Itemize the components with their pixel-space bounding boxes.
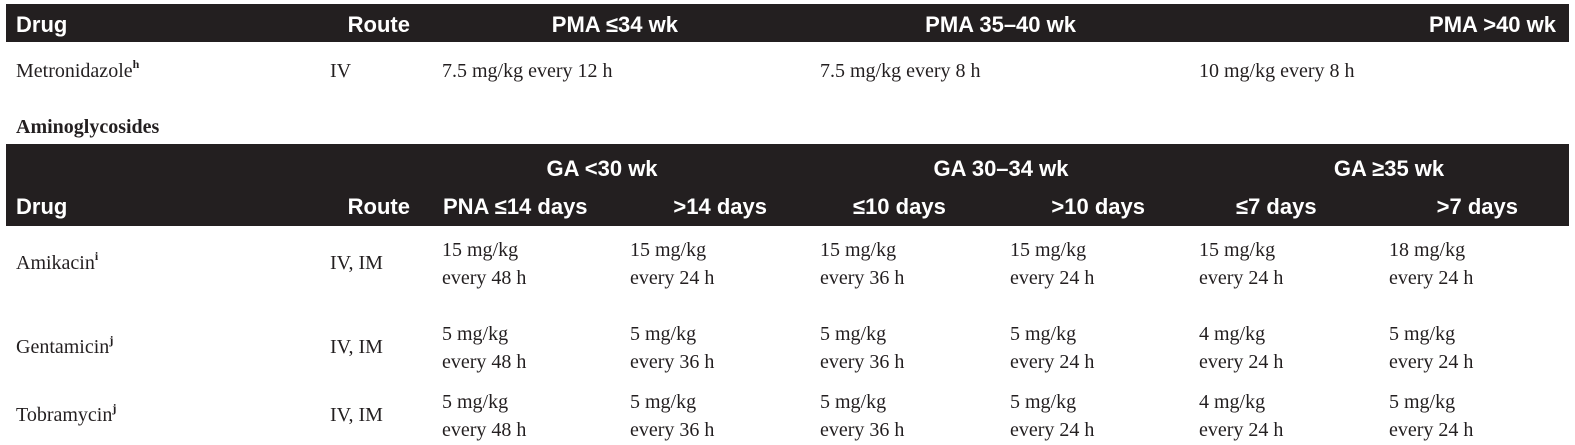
dose-amount: 15 mg/kg: [630, 239, 707, 261]
dose-amount: 5 mg/kg: [1010, 323, 1077, 345]
dose-interval: every 24 h: [1199, 267, 1284, 289]
route-cell: IV, IM: [330, 404, 383, 426]
header-gt-14: >14 days: [673, 194, 767, 219]
footnote-marker: i: [94, 249, 99, 264]
dose-amount: 18 mg/kg: [1389, 239, 1466, 261]
route-cell: IV, IM: [330, 336, 383, 358]
dose-interval: every 36 h: [630, 419, 715, 441]
dose-cell: 15 mg/kg every 48 h: [442, 236, 526, 292]
drug-name: Metronidazoleh: [16, 57, 140, 82]
dose-interval: every 24 h: [1389, 267, 1474, 289]
dose-interval: every 24 h: [630, 267, 715, 289]
header-pma-40: PMA >40 wk: [1429, 12, 1556, 37]
dose-cell: 4 mg/kg every 24 h: [1199, 320, 1283, 376]
header-route: Route: [347, 194, 410, 219]
dose-interval: every 36 h: [820, 419, 905, 441]
dose-interval: every 36 h: [820, 267, 905, 289]
dose-cell: 15 mg/kg every 24 h: [1199, 236, 1283, 292]
dose-interval: every 24 h: [1389, 419, 1474, 441]
route-cell: IV: [330, 60, 352, 82]
dose-amount: 5 mg/kg: [1389, 391, 1456, 413]
dose-cell: 5 mg/kg every 24 h: [1010, 320, 1094, 376]
dose-cell: 5 mg/kg every 24 h: [1389, 320, 1473, 376]
header-drug: Drug: [16, 12, 68, 37]
header-pma-34: PMA ≤34 wk: [551, 12, 678, 37]
dose-cell: 4 mg/kg every 24 h: [1199, 388, 1283, 444]
header-pna-14: PNA ≤14 days: [443, 194, 588, 219]
header-pma-35-40: PMA 35–40 wk: [925, 12, 1076, 37]
dose-amount: 15 mg/kg: [1010, 239, 1087, 261]
dose-cell: 5 mg/kg every 36 h: [820, 320, 904, 376]
dose-cell: 5 mg/kg every 24 h: [1010, 388, 1094, 444]
group-header-ga-30: GA <30 wk: [546, 156, 658, 181]
dose-cell: 15 mg/kg every 36 h: [820, 236, 904, 292]
header-le-10: ≤10 days: [853, 194, 946, 219]
dose-cell: 5 mg/kg every 48 h: [442, 388, 526, 444]
dose-cell: 15 mg/kg every 24 h: [630, 236, 714, 292]
section-title: Aminoglycosides: [16, 116, 160, 138]
dose-interval: every 24 h: [1010, 267, 1095, 289]
dose-interval: every 24 h: [1199, 419, 1284, 441]
dose-amount: 4 mg/kg: [1199, 391, 1266, 413]
drug-name: Tobramycinj: [16, 401, 117, 426]
group-header-ga-30-34: GA 30–34 wk: [933, 156, 1069, 181]
dose-cell: 15 mg/kg every 24 h: [1010, 236, 1094, 292]
dose-amount: 5 mg/kg: [820, 391, 887, 413]
dose-cell: 5 mg/kg every 48 h: [442, 320, 526, 376]
table2-header-row: GA <30 wk GA 30–34 wk GA ≥35 wk Drug Rou…: [6, 144, 1569, 226]
dose-cell: 7.5 mg/kg every 12 h: [442, 60, 613, 82]
route-cell: IV, IM: [330, 252, 383, 274]
dose-cell: 5 mg/kg every 36 h: [820, 388, 904, 444]
header-route: Route: [347, 12, 410, 37]
dose-cell: 10 mg/kg every 8 h: [1199, 60, 1355, 82]
dose-interval: every 48 h: [442, 267, 527, 289]
dose-interval: every 24 h: [1199, 351, 1284, 373]
header-gt-10: >10 days: [1051, 194, 1145, 219]
dose-amount: 15 mg/kg: [442, 239, 519, 261]
dose-interval: every 48 h: [442, 351, 527, 373]
dose-cell: 5 mg/kg every 36 h: [630, 388, 714, 444]
header-le-7: ≤7 days: [1236, 194, 1317, 219]
dose-interval: every 24 h: [1010, 419, 1095, 441]
dose-interval: every 36 h: [630, 351, 715, 373]
dose-cell: 7.5 mg/kg every 8 h: [820, 60, 981, 82]
dose-amount: 5 mg/kg: [1389, 323, 1456, 345]
drug-name: Gentamicinj: [16, 333, 114, 358]
dose-amount: 5 mg/kg: [1010, 391, 1077, 413]
dose-interval: every 36 h: [820, 351, 905, 373]
dose-amount: 5 mg/kg: [442, 391, 509, 413]
dose-cell: 5 mg/kg every 24 h: [1389, 388, 1473, 444]
drug-name: Amikacini: [16, 249, 99, 274]
dose-interval: every 24 h: [1010, 351, 1095, 373]
footnote-marker: j: [109, 333, 114, 348]
dose-amount: 5 mg/kg: [630, 391, 697, 413]
header-gt-7: >7 days: [1436, 194, 1518, 219]
dose-amount: 5 mg/kg: [442, 323, 509, 345]
dose-amount: 15 mg/kg: [1199, 239, 1276, 261]
table1-header-row: Drug Route PMA ≤34 wk PMA 35–40 wk PMA >…: [6, 4, 1569, 42]
dose-amount: 15 mg/kg: [820, 239, 897, 261]
dose-interval: every 24 h: [1389, 351, 1474, 373]
dose-cell: 18 mg/kg every 24 h: [1389, 236, 1473, 292]
footnote-marker: j: [112, 401, 117, 416]
dose-amount: 5 mg/kg: [630, 323, 697, 345]
dose-cell: 5 mg/kg every 36 h: [630, 320, 714, 376]
dose-amount: 4 mg/kg: [1199, 323, 1266, 345]
footnote-marker: h: [132, 57, 140, 72]
header-drug: Drug: [16, 194, 68, 219]
group-header-ga-35: GA ≥35 wk: [1333, 156, 1445, 181]
dose-interval: every 48 h: [442, 419, 527, 441]
dose-amount: 5 mg/kg: [820, 323, 887, 345]
